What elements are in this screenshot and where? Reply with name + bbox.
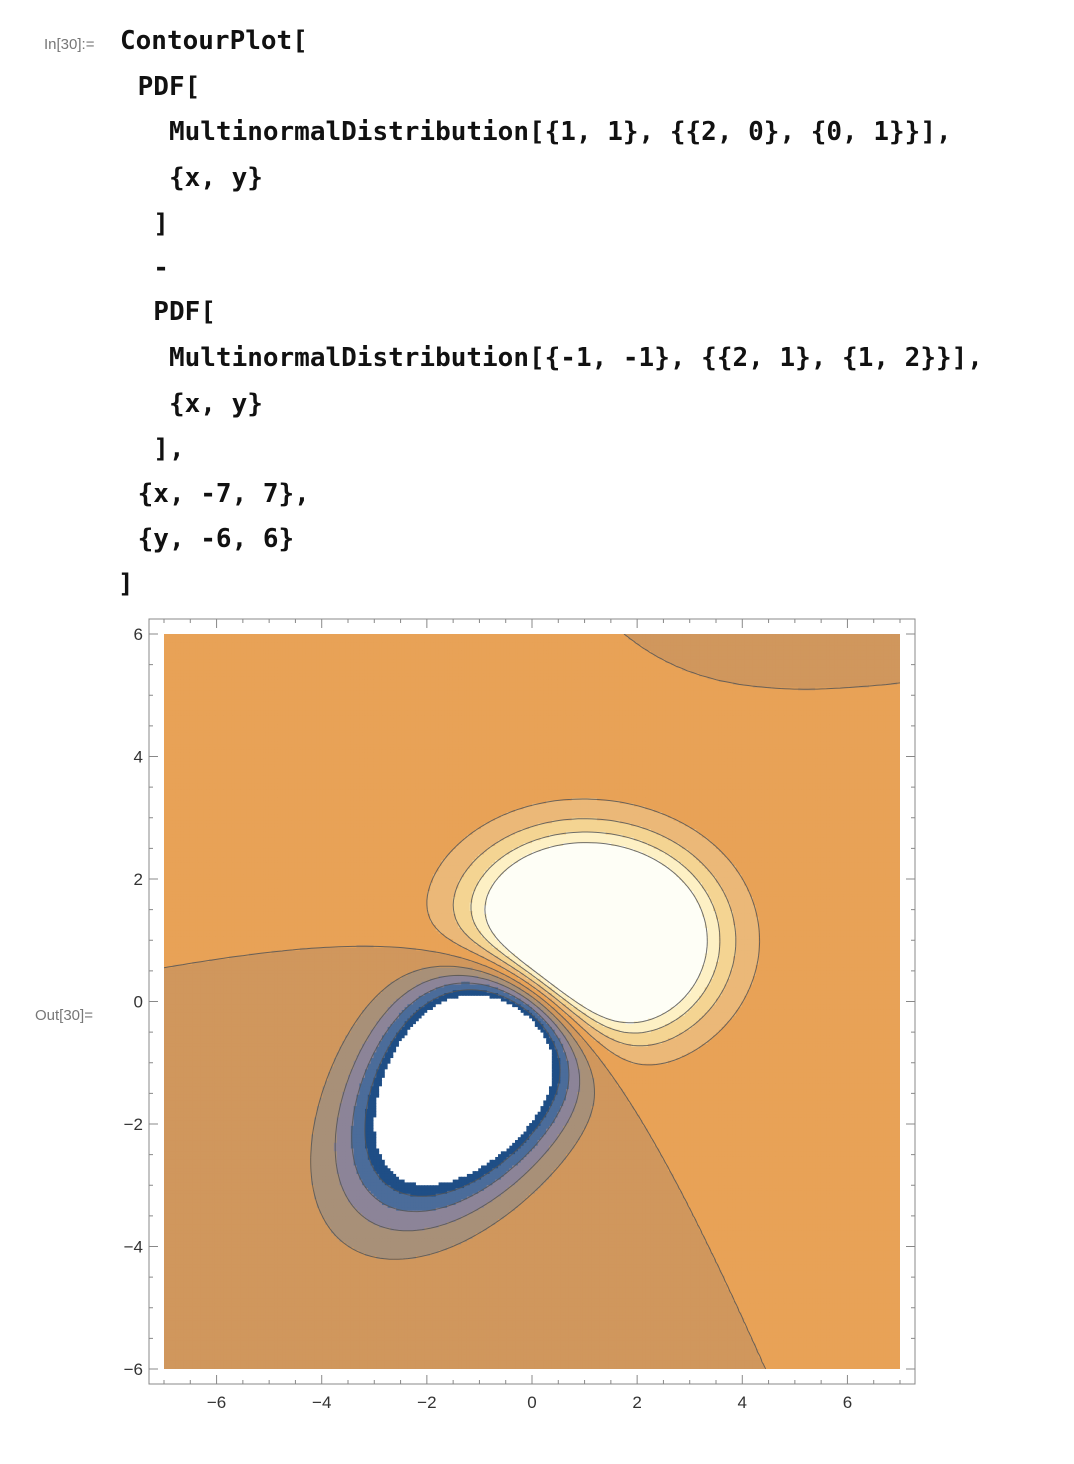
x-tick-labels: −6 −4 −2 0 2 4 6 bbox=[207, 1393, 852, 1412]
code-line-12[interactable]: {y, -6, 6} bbox=[122, 524, 294, 554]
y-tick-label: 0 bbox=[134, 993, 143, 1012]
code-line-1[interactable]: ContourPlot[ bbox=[120, 26, 308, 56]
x-tick-label: −2 bbox=[417, 1393, 436, 1412]
y-tick-labels: −6 −4 −2 0 2 4 6 bbox=[124, 625, 143, 1379]
x-tick-label: −4 bbox=[312, 1393, 331, 1412]
code-line-11[interactable]: {x, -7, 7}, bbox=[122, 479, 310, 509]
x-tick-label: −6 bbox=[207, 1393, 226, 1412]
code-line-7[interactable]: PDF[ bbox=[122, 297, 216, 327]
code-line-4[interactable]: {x, y} bbox=[122, 163, 263, 193]
code-line-13[interactable]: ] bbox=[118, 569, 134, 599]
x-tick-label: 6 bbox=[843, 1393, 852, 1412]
code-line-8[interactable]: MultinormalDistribution[{-1, -1}, {{2, 1… bbox=[122, 343, 983, 373]
code-line-2[interactable]: PDF[ bbox=[122, 72, 200, 102]
code-line-9[interactable]: {x, y} bbox=[122, 389, 263, 419]
input-label: In[30]:= bbox=[44, 36, 94, 53]
code-line-6[interactable]: - bbox=[122, 253, 169, 283]
y-tick-label: −2 bbox=[124, 1115, 143, 1134]
code-line-3[interactable]: MultinormalDistribution[{1, 1}, {{2, 0},… bbox=[122, 117, 952, 147]
x-tick-label: 4 bbox=[738, 1393, 747, 1412]
x-tick-label: 0 bbox=[527, 1393, 536, 1412]
y-tick-label: 2 bbox=[134, 870, 143, 889]
contour-plot[interactable]: −6 −4 −2 0 2 4 6 −6 −4 −2 0 2 4 6 bbox=[0, 600, 1074, 1420]
x-tick-label: 2 bbox=[632, 1393, 641, 1412]
y-tick-label: −6 bbox=[124, 1360, 143, 1379]
y-tick-label: 6 bbox=[134, 625, 143, 644]
code-line-5[interactable]: ] bbox=[122, 209, 169, 239]
contour-fills bbox=[164, 634, 901, 1370]
y-tick-label: 4 bbox=[134, 748, 143, 767]
y-tick-label: −4 bbox=[124, 1238, 143, 1257]
code-line-10[interactable]: ], bbox=[122, 434, 185, 464]
